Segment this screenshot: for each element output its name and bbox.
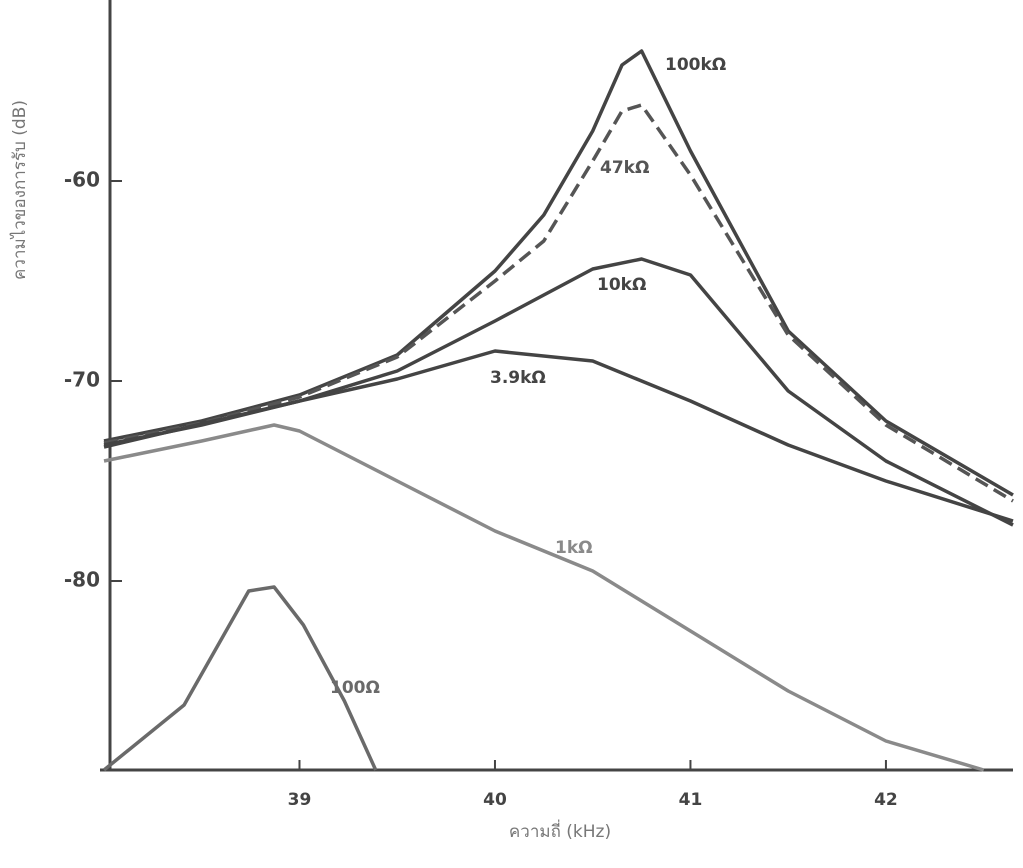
series-label: 100Ω bbox=[330, 678, 380, 698]
x-axis-label: ความถี่ (kHz) bbox=[509, 819, 611, 842]
series-line bbox=[103, 103, 1014, 503]
y-tick-label: -80 bbox=[64, 568, 100, 592]
y-axis-label: ความไวของการรับ (dB) bbox=[9, 100, 30, 280]
series-line bbox=[103, 257, 1014, 527]
series-line bbox=[103, 423, 985, 772]
series-label: 100kΩ bbox=[665, 55, 726, 75]
series-label: 1kΩ bbox=[555, 538, 593, 558]
series-label: 10kΩ bbox=[597, 275, 646, 295]
x-tick-label: 42 bbox=[874, 790, 898, 810]
series-line bbox=[103, 349, 1014, 523]
x-tick-label: 41 bbox=[679, 790, 703, 810]
y-tick-label: -60 bbox=[64, 168, 100, 192]
x-tick-label: 40 bbox=[483, 790, 507, 810]
series-label: 47kΩ bbox=[600, 158, 649, 178]
x-tick-label: 39 bbox=[288, 790, 312, 810]
y-tick-label: -70 bbox=[64, 368, 100, 392]
series-label: 3.9kΩ bbox=[490, 368, 546, 388]
series-line bbox=[102, 585, 378, 772]
series-line bbox=[103, 49, 1014, 497]
